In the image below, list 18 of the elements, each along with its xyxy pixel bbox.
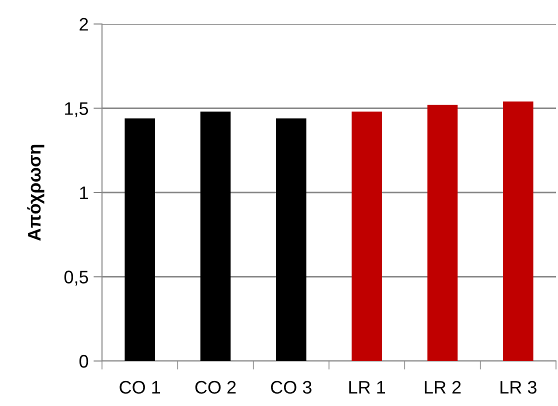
x-tick-label: LR 2	[424, 380, 461, 394]
y-tick-label: 0,5	[64, 270, 88, 286]
y-axis-title: Απόχρωση	[27, 144, 44, 241]
bar	[276, 118, 306, 361]
bar	[124, 118, 155, 361]
x-tick-label: CO 3	[271, 380, 312, 394]
y-tick-label: 2	[80, 18, 88, 31]
x-tick-label: LR 3	[500, 380, 536, 394]
y-tick-label: 1	[80, 186, 88, 200]
x-tick-label: CO 1	[120, 380, 160, 394]
bar	[503, 102, 534, 361]
bar	[352, 112, 382, 361]
x-tick-label: CO 2	[195, 380, 236, 394]
y-tick-label: 1,5	[65, 102, 88, 118]
bar	[427, 104, 458, 361]
x-tick-label: LR 1	[349, 381, 386, 394]
y-tick-label: 0	[79, 354, 88, 368]
bar	[200, 112, 231, 361]
